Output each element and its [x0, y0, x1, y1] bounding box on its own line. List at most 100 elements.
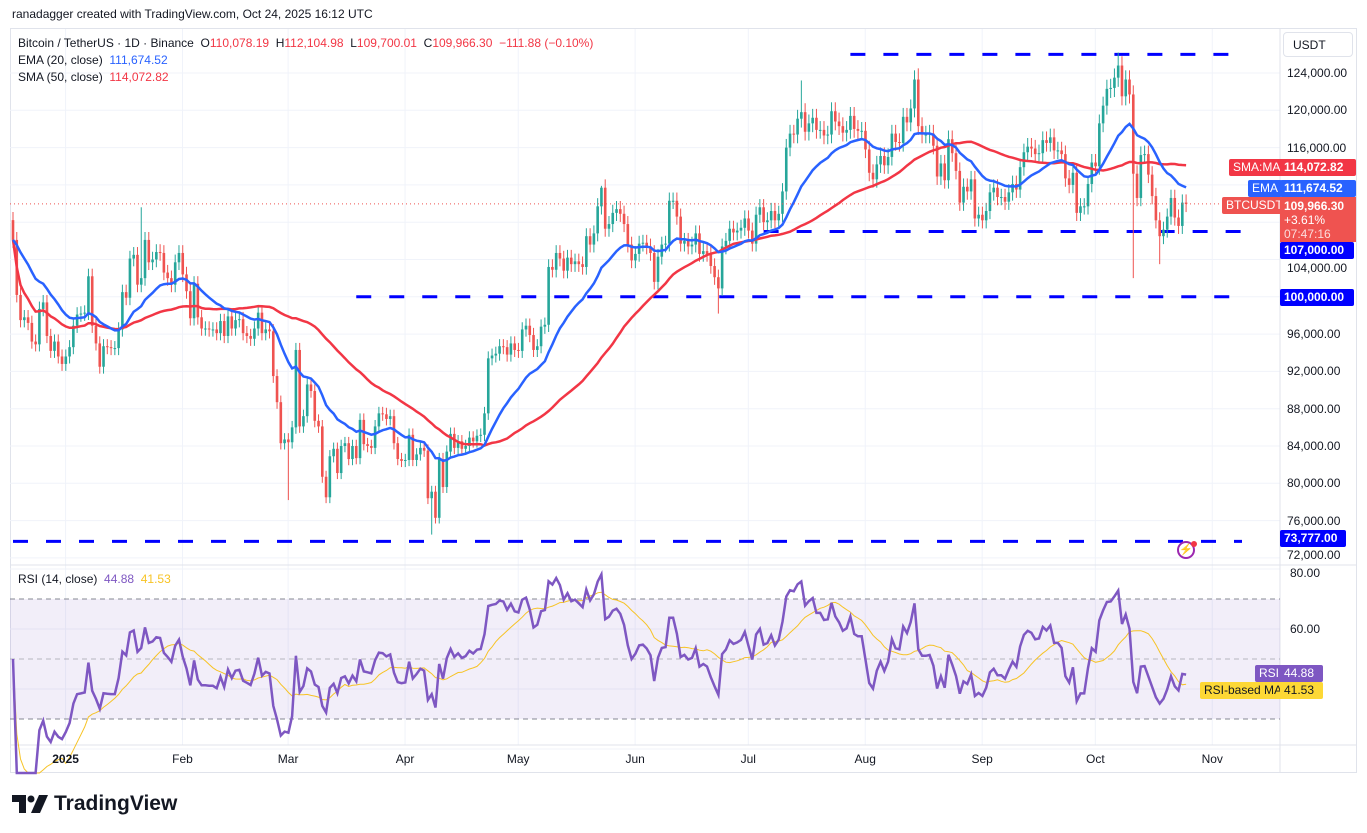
candle-body	[1086, 183, 1090, 207]
candle-body	[19, 294, 22, 321]
candle-body	[121, 292, 124, 330]
candle-body	[479, 434, 483, 436]
sma-legend-row[interactable]: SMA (50, close) 114,072.82	[18, 69, 593, 86]
candle-body	[600, 187, 603, 207]
candle-body	[883, 155, 886, 166]
candle-body	[162, 252, 166, 273]
candle-body	[283, 439, 286, 444]
candle-body	[230, 316, 234, 329]
candle-body	[841, 126, 845, 133]
candle-body	[992, 187, 996, 193]
candle-body	[1056, 150, 1060, 152]
low-label: L	[350, 36, 357, 50]
candle-body	[351, 446, 354, 460]
candle-body	[973, 179, 977, 219]
candle-body	[64, 356, 68, 364]
candle-body	[833, 111, 837, 122]
candle-body	[343, 443, 347, 446]
candle-body	[83, 312, 86, 314]
price-tick-label: 120,000.00	[1287, 103, 1348, 118]
time-tick-label: Jul	[740, 752, 756, 766]
candle-body	[271, 331, 275, 377]
candle-body	[445, 451, 449, 488]
candle-body	[430, 491, 433, 499]
candle-body	[117, 329, 120, 349]
candle-body	[683, 240, 686, 244]
candle-body	[388, 416, 392, 419]
candle-body	[924, 134, 928, 136]
candle-body	[238, 319, 241, 321]
ema-legend-row[interactable]: EMA (20, close) 111,674.52	[18, 52, 593, 69]
high-value: 112,104.98	[284, 36, 344, 50]
candle-body	[502, 346, 505, 348]
candle-body	[554, 252, 558, 270]
lightning-event-icon[interactable]: ⚡	[1177, 541, 1195, 559]
candle-body	[867, 149, 871, 173]
tradingview-logo[interactable]: TradingView	[12, 792, 177, 816]
symbol-legend-row[interactable]: Bitcoin / TetherUS · 1D · Binance O110,0…	[18, 35, 593, 52]
candle-body	[849, 115, 852, 130]
candle-body	[739, 227, 743, 231]
rsi-ma-axis-name: RSI-based MA	[1200, 682, 1287, 699]
candle-body	[207, 328, 211, 330]
candle-body	[313, 390, 317, 421]
candle-body	[45, 302, 49, 336]
candle-body	[532, 335, 535, 350]
candle-body	[1105, 88, 1109, 106]
candle-body	[743, 218, 747, 228]
candle-body	[1124, 79, 1128, 97]
candle-body	[305, 384, 309, 417]
ema-20-line	[11, 122, 1187, 463]
candle-body	[1116, 65, 1120, 78]
candle-body	[935, 145, 939, 177]
candle-body	[886, 156, 890, 166]
candle-body	[1181, 202, 1184, 226]
candle-body	[38, 308, 41, 345]
candle-body	[226, 316, 230, 336]
candle-body	[622, 213, 626, 225]
candle-body	[419, 447, 422, 455]
candle-body	[139, 278, 143, 285]
candle-body	[596, 206, 599, 234]
candle-body	[747, 218, 750, 231]
currency-button[interactable]: USDT	[1283, 32, 1353, 57]
rsi-legend-row[interactable]: RSI (14, close) 44.88 41.53	[18, 572, 171, 586]
candle-body	[109, 347, 113, 349]
time-tick-label: Feb	[172, 752, 193, 766]
rsi-ma-axis-value: 41.53	[1280, 682, 1323, 699]
candle-body	[754, 214, 758, 244]
candle-body	[732, 228, 735, 233]
close-value: 109,966.30	[432, 36, 493, 50]
candle-body	[709, 253, 713, 267]
candle-body	[996, 187, 999, 198]
candle-body	[11, 220, 15, 240]
candle-body	[803, 112, 807, 132]
candle-body	[966, 186, 969, 192]
candle-body	[200, 317, 203, 329]
symbol-axis-name: BTCUSDT	[1222, 197, 1287, 214]
candle-body	[607, 224, 611, 229]
candle-body	[932, 133, 935, 146]
candle-body	[581, 264, 584, 267]
candle-body	[1037, 153, 1041, 155]
candle-body	[543, 324, 547, 327]
candle-body	[811, 117, 814, 124]
time-tick-label: Mar	[277, 752, 299, 766]
candle-body	[690, 244, 694, 247]
candle-body	[1173, 197, 1177, 218]
candle-body	[490, 355, 494, 359]
candle-body	[400, 459, 403, 461]
candle-body	[211, 329, 215, 331]
candle-body	[1158, 220, 1161, 237]
candle-body	[1003, 197, 1007, 202]
rsi-label: RSI (14, close)	[18, 572, 98, 586]
chart-credit: ranadagger created with TradingView.com,…	[12, 7, 373, 21]
candle-body	[170, 278, 173, 285]
candle-body	[302, 416, 305, 427]
candle-body	[656, 256, 660, 282]
level-107k-tag: 107,000.00	[1280, 242, 1354, 259]
candle-body	[1098, 123, 1101, 167]
candle-body	[1184, 202, 1188, 204]
candle-body	[347, 443, 351, 460]
